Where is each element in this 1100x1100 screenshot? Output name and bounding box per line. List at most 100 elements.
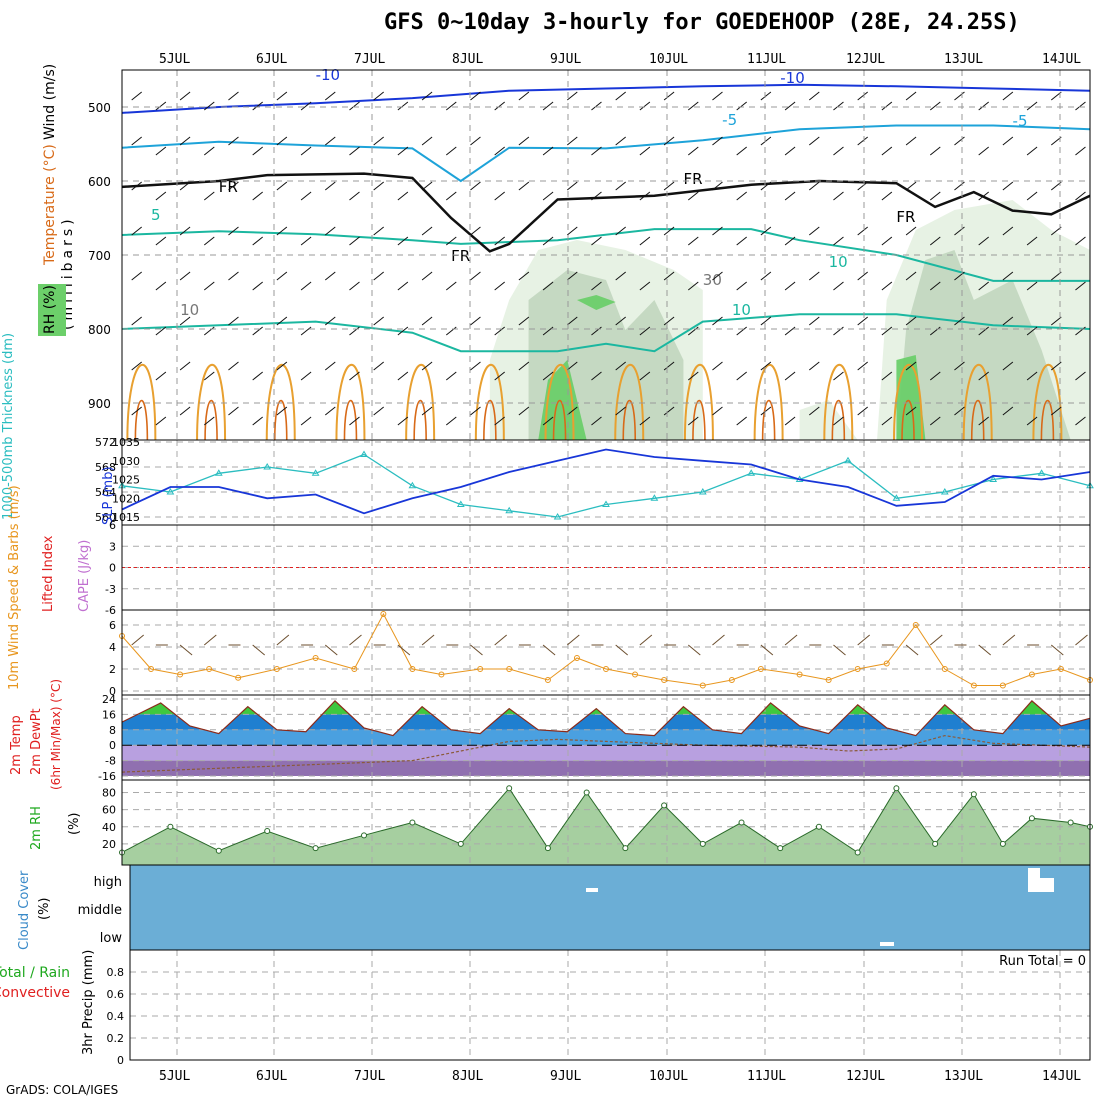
- isotherm-20-line: [692, 399, 706, 441]
- isotherm-20-line: [901, 399, 915, 441]
- wind-axis-label: Wind (m/s): [42, 64, 58, 140]
- wind-barb: [252, 371, 263, 381]
- day-label-bottom: 13JUL: [944, 1069, 983, 1084]
- wind-barb: [421, 271, 433, 281]
- y-tick-label: 24: [102, 693, 116, 706]
- precip-axis-label: 3hr Precip (mm): [81, 950, 96, 1055]
- wind-barb: [760, 361, 772, 371]
- wind-barb: [566, 634, 580, 646]
- wind-barb: [808, 91, 820, 101]
- wind-barb: [300, 236, 312, 246]
- wind-speed-point: [477, 666, 484, 672]
- y-tick-label: 4: [109, 641, 116, 654]
- wind-barb: [978, 416, 989, 426]
- y-tick-label: 572: [95, 436, 116, 449]
- y-tick-label: 60: [102, 804, 116, 817]
- wind-barb: [687, 416, 699, 426]
- contour-label: -10: [780, 69, 805, 87]
- rh-point: [1067, 819, 1074, 826]
- wind-barb: [954, 271, 965, 281]
- wind-barb: [445, 326, 457, 336]
- y-tick-label: 568: [95, 461, 116, 474]
- wind-speed-point: [941, 666, 948, 672]
- wind-barb: [494, 236, 505, 246]
- wind-barb: [252, 191, 263, 201]
- wind-barb: [324, 226, 336, 236]
- wind-barb: [833, 644, 846, 656]
- wind-barb: [760, 226, 772, 236]
- wind-barb: [784, 101, 796, 111]
- wind-barb: [954, 91, 965, 101]
- wind-barb: [228, 406, 239, 416]
- wind-barb: [784, 146, 796, 156]
- wind-barb: [808, 181, 820, 191]
- wind-barb: [566, 136, 578, 146]
- wind-barb: [131, 634, 145, 646]
- precip-total-label: Total / Rain: [0, 965, 70, 981]
- thickness-point: [650, 494, 659, 501]
- wind-barb: [1026, 101, 1038, 111]
- wind-barb: [566, 226, 578, 236]
- thickness-point: [360, 450, 368, 457]
- upper-air-panel: -10 -10 -5 -5 5 10 10 30 10 FR FR FR FR 500 600 700 800 9…: [38, 64, 1091, 441]
- wind-barb: [954, 136, 965, 146]
- contour-label: 10: [829, 253, 848, 271]
- wind-barb: [1075, 101, 1086, 111]
- wind-barb: [712, 136, 723, 146]
- wind-barb: [784, 281, 796, 291]
- y-tick-label: -8: [105, 755, 116, 768]
- isotherm-20-line: [204, 399, 218, 441]
- wind-barb: [929, 326, 941, 336]
- thickness-line: [121, 453, 1091, 518]
- wind-barb: [349, 416, 360, 426]
- wind-speed-point: [999, 682, 1006, 689]
- wind-barb: [445, 236, 457, 246]
- isotherm-15-line: [265, 364, 296, 441]
- wind-barb: [373, 316, 384, 326]
- wind-barb: [857, 634, 871, 646]
- y-tick-label: 500: [88, 101, 111, 115]
- wind-barb: [808, 271, 820, 281]
- rh-point: [215, 847, 222, 854]
- wind-barb: [712, 91, 723, 101]
- isotherm-20-line: [134, 399, 149, 441]
- wind-barb: [857, 226, 868, 236]
- wind-barb: [736, 146, 747, 156]
- y-tick-label: 560: [95, 511, 116, 524]
- wind-barb: [397, 281, 409, 291]
- rh-point: [409, 819, 416, 826]
- contour-label: FR: [896, 208, 915, 226]
- thickness-point: [747, 469, 756, 476]
- wind-barb: [591, 326, 602, 336]
- rh-point: [361, 832, 367, 839]
- wind-barb: [784, 371, 796, 381]
- wind-barb: [155, 191, 167, 201]
- wind-barb: [1002, 271, 1014, 281]
- wind-barb: [615, 271, 626, 281]
- isotherm-20-line: [413, 399, 427, 441]
- temp-band: [122, 760, 1090, 776]
- wind-barb: [857, 316, 868, 326]
- wind-speed-point: [409, 666, 416, 672]
- wind-barb: [760, 316, 772, 326]
- wind-speed-point: [506, 666, 513, 672]
- wind-barb: [954, 181, 965, 191]
- wind-barb: [252, 644, 266, 656]
- wind-barb: [324, 361, 336, 371]
- wind-barb: [203, 416, 215, 426]
- day-label-bottom: 9JUL: [550, 1069, 581, 1084]
- isotherm-minus-10-line: [121, 83, 1091, 114]
- rh-point: [167, 823, 174, 830]
- wind-barb: [687, 326, 699, 336]
- wind-barb: [542, 236, 554, 246]
- wind-barb: [833, 371, 844, 381]
- cloud-level-label: middle: [78, 903, 122, 918]
- isotherm-15-line: [962, 364, 993, 441]
- wind-barb: [857, 271, 868, 281]
- wind-barb: [639, 101, 651, 111]
- isotherm-15-line: [126, 364, 157, 441]
- wind-barb: [639, 371, 651, 381]
- wind-barb: [905, 316, 917, 326]
- dewpoint-line: [121, 734, 1091, 773]
- wind-barb: [203, 146, 215, 156]
